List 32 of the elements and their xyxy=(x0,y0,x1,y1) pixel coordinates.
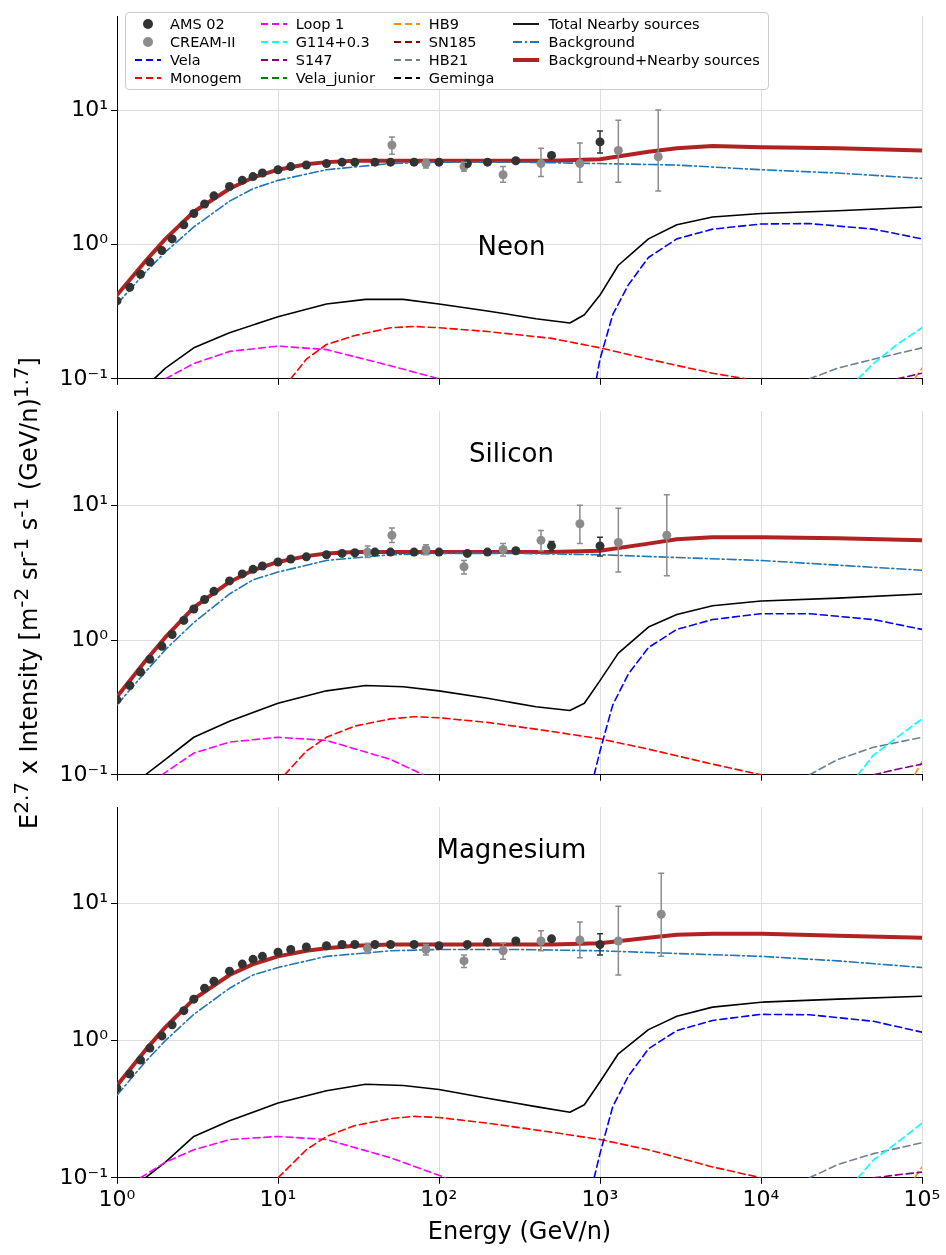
legend-label: CREAM-II xyxy=(170,34,236,50)
x-tick-label: 10⁴ xyxy=(742,1185,780,1211)
x-tick-label: 10² xyxy=(420,1185,458,1211)
x-tick-label: 10⁵ xyxy=(903,1185,941,1211)
y-tick-label: 10⁰ xyxy=(71,1026,109,1052)
legend-label: S147 xyxy=(295,52,333,68)
legend-label: Loop 1 xyxy=(295,16,345,32)
legend-label: HB9 xyxy=(428,16,459,32)
y-tick-label: 10¹ xyxy=(71,95,108,121)
text: Silicon xyxy=(469,437,554,468)
text: Magnesium xyxy=(436,834,587,865)
y-tick-label: 10¹ xyxy=(71,491,108,517)
legend-label: Monogem xyxy=(170,70,242,86)
y-tick-label: 10⁻¹ xyxy=(59,760,108,786)
x-axis-title: Energy (GeV/n) xyxy=(427,1216,612,1245)
legend-label: Total Nearby sources xyxy=(548,16,700,32)
legend-label: SN185 xyxy=(428,34,477,50)
legend-label: Vela xyxy=(170,52,201,68)
legend-label: Vela_junior xyxy=(295,70,375,86)
legend-label: Geminga xyxy=(428,70,495,86)
y-tick-label: 10⁰ xyxy=(71,625,109,651)
legend-label: G114+0.3 xyxy=(295,34,370,50)
y-tick-label: 10¹ xyxy=(71,888,108,914)
legend-label: Background xyxy=(548,34,635,50)
legend-label: Background+Nearby sources xyxy=(548,52,760,68)
text: Neon xyxy=(477,231,546,262)
x-tick-label: 10³ xyxy=(581,1185,619,1211)
y-tick-label: 10⁻¹ xyxy=(59,364,108,390)
y-tick-label: 10⁰ xyxy=(71,230,109,256)
legend-label: HB21 xyxy=(428,52,469,68)
x-tick-label: 10¹ xyxy=(259,1185,297,1211)
legend-label: AMS 02 xyxy=(170,16,225,32)
